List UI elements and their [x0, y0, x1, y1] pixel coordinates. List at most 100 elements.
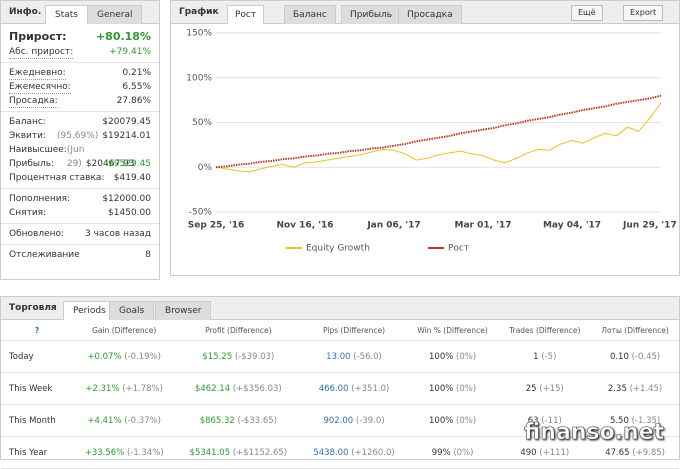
info-label: Процентная ставка: [9, 173, 105, 183]
row-label: This Month [1, 404, 73, 437]
cell-value: 490 [520, 447, 537, 458]
trading-header: Торговля Periods Goals Browser [1, 297, 679, 320]
info-group: Обновлено: 3 часов назад [1, 223, 159, 241]
info-row: Наивысшее: (Jun 29) $20467.93 [1, 143, 159, 169]
info-value-wrap: $1450.00 [108, 206, 151, 220]
info-value: $19214.01 [102, 131, 151, 141]
info-group: Баланс: $20079.45 Эквити: (95.69%) $19214.01… [1, 111, 159, 185]
info-value-wrap: 0.21% [122, 66, 151, 80]
info-label: Ежедневно: [9, 68, 66, 80]
cell-diff: (-0.37%) [124, 415, 161, 426]
x-tick-label: Jun 29, '17 [622, 221, 677, 231]
info-value-wrap: 27.86% [117, 94, 151, 108]
info-note: (95.69%) [56, 131, 99, 141]
info-value: 6.55% [122, 82, 151, 92]
info-value: $12000.00 [102, 194, 151, 204]
cell: 5.50 (-1.35) [591, 404, 679, 437]
cell-value: 1 [533, 351, 539, 362]
row-label: Today [1, 340, 73, 373]
info-label: Пополнения: [9, 194, 71, 204]
tab[interactable]: Periods [63, 301, 116, 320]
column-header: Лоты (Difference) [591, 321, 679, 341]
cell-value: 25 [525, 383, 537, 394]
watermark: finanso.net [524, 420, 665, 446]
tab[interactable]: Goals [109, 301, 155, 320]
tab[interactable]: Browser [155, 301, 212, 320]
y-tick-label: 50% [192, 118, 212, 128]
cell: 63 (-11) [498, 404, 592, 437]
info-group: Пополнения: $12000.00 Снятия: $1450.00 [1, 188, 159, 220]
cell-value: 5438.00 [313, 447, 349, 458]
trading-table: ? Gain (Difference) Profit (Difference) Pip… [1, 321, 679, 469]
cell-diff: (-39.0) [355, 415, 385, 426]
y-tick-label: 100% [186, 73, 212, 83]
info-value: $20467.93 [85, 159, 135, 169]
cell-value: 13.00 [326, 351, 351, 362]
info-row: Процентная ставка: $419.40 [1, 171, 159, 185]
cell-value: 99% [431, 447, 451, 458]
info-value: 3 часов назад [85, 229, 151, 239]
tab[interactable]: General [87, 5, 143, 24]
table-header-row: ? Gain (Difference) Profit (Difference) Pip… [1, 321, 679, 341]
info-label: Абс. прирост: [9, 47, 74, 59]
cell: 466.00 (+351.0) [301, 372, 407, 405]
table-row: This Month +4.41% (-0.37%) $865.32 (-$33.6… [1, 404, 679, 437]
cell-diff: (-5) [541, 351, 557, 362]
tab[interactable]: Stats [45, 5, 88, 24]
legend-label: Рост [448, 244, 469, 254]
headline-value: +80.18% [95, 30, 151, 43]
cell-diff: (-56.0) [353, 351, 382, 362]
x-tick-label: Mar 01, '17 [455, 221, 512, 231]
info-row: Абс. прирост: +79.41% [1, 45, 159, 59]
cell-value: 100% [429, 351, 454, 362]
y-tick-label: 0% [198, 163, 213, 173]
trading-title: Торговля [9, 303, 57, 313]
cell-value: 47.65 [605, 447, 630, 458]
column-header: Trades (Difference) [498, 321, 592, 341]
cell-value: 2.35 [607, 383, 627, 394]
info-label: Отслеживание [9, 250, 80, 260]
cell: 100% (0%) [406, 372, 499, 405]
cell: +4.41% (-0.37%) [73, 404, 176, 437]
row-label: This Week [1, 372, 73, 405]
cell: 100% (0%) [406, 340, 499, 373]
chart: -50% 0% 50% 100% 150% Sep 25, '16 Nov 16, '16 J… [186, 29, 677, 254]
cell: 99% (0%) [406, 436, 499, 469]
info-title: Инфо. [9, 7, 42, 17]
cell-diff: (0%) [456, 383, 477, 394]
cell-value: $15.25 [202, 351, 233, 362]
button[interactable]: Export [623, 5, 664, 21]
cell-diff: (0%) [453, 447, 474, 458]
info-value: $20079.45 [102, 117, 151, 127]
info-value: $9529.45 [108, 159, 151, 169]
cell: +0.07% (-0.19%) [73, 340, 176, 373]
tab[interactable]: Рост [227, 5, 265, 24]
cell-diff: (+1.78%) [122, 383, 163, 394]
info-value-wrap: 8 [145, 248, 151, 262]
button[interactable]: Ещё [571, 5, 603, 21]
cell-value: $5341.05 [189, 447, 231, 458]
cell: $15.25 (-$39.03) [175, 340, 302, 373]
cell: 25 (+15) [498, 372, 592, 405]
tab[interactable]: Прибыль [341, 5, 402, 24]
series-line [215, 102, 662, 173]
cell: 1 (-5) [498, 340, 592, 373]
cell-value: $462.14 [194, 383, 231, 394]
info-header: Инфо. Stats General [1, 1, 159, 24]
series-line [215, 94, 662, 169]
info-row: Обновлено: 3 часов назад [1, 227, 159, 241]
cell: +2.31% (+1.78%) [73, 372, 176, 405]
tab[interactable]: Баланс [284, 5, 336, 24]
info-row: Ежемесячно: 6.55% [1, 80, 159, 94]
cell-diff: (-0.45) [631, 351, 661, 362]
cell-diff: (0%) [456, 351, 477, 362]
cell-value: 0.10 [609, 351, 629, 362]
table-row: This Week +2.31% (+1.78%) $462.14 (+$356.0… [1, 372, 679, 405]
chart-header: График Рост Баланс Прибыль Просадка Ещё Export [171, 1, 679, 24]
cell: +33.56% (-1.34%) [73, 436, 176, 469]
info-label: Наивысшее: [9, 145, 67, 155]
cell: $462.14 (+$356.03) [175, 372, 302, 405]
x-tick-label: Nov 16, '16 [276, 221, 333, 231]
tab[interactable]: Просадка [398, 5, 462, 24]
column-header: Profit (Difference) [175, 321, 302, 341]
